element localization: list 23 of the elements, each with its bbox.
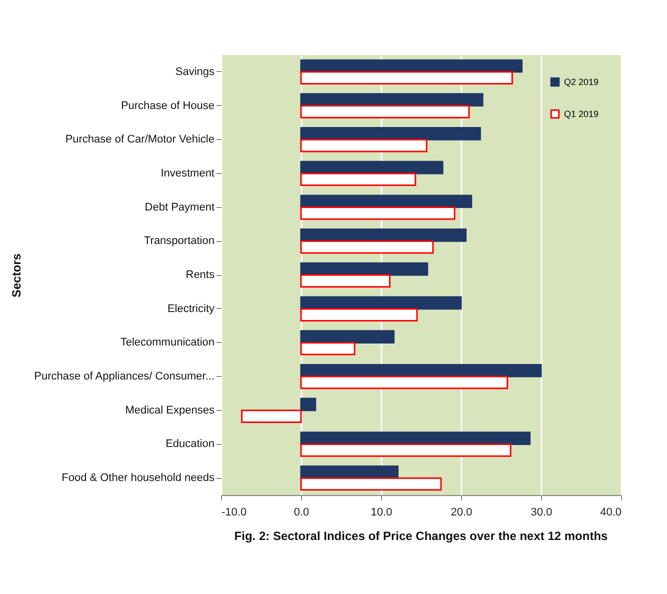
x-tick-label: -10.0	[222, 506, 247, 518]
y-tick-label: Food & Other household needs	[62, 472, 215, 484]
text: Fig. 2: Sectoral Indices of Price Changes over the next 12 months	[234, 529, 608, 543]
y-tick-label: Rents	[186, 269, 215, 281]
y-tick-label: Debt Payment	[144, 201, 214, 214]
x-tick-label: 30.0	[530, 506, 552, 518]
legend-label: Q2 2019	[564, 77, 599, 87]
y-tick-label: Telecommunication	[120, 336, 214, 349]
x-tick-label: 40.0	[600, 506, 622, 518]
y-tick-label: Investment	[160, 167, 214, 180]
y-tick-label: Medical Expenses	[125, 404, 215, 416]
y-tick-label: Purchase of Appliances/ Consumer...	[34, 370, 214, 383]
x-tick-label: 20.0	[450, 506, 472, 518]
legend-label: Q1 2019	[564, 109, 599, 119]
y-axis-title: Sectors	[10, 253, 24, 298]
y-tick-label: Purchase of House	[120, 100, 214, 112]
x-tick-label: 10.0	[370, 506, 392, 518]
y-tick-label: Education	[166, 438, 214, 450]
y-tick-label: Purchase of Car/Motor Vehicle	[65, 134, 214, 146]
y-tick-label: Transportation	[144, 235, 214, 248]
y-tick-label: Savings	[175, 66, 215, 78]
x-tick-label: 0.0	[294, 506, 310, 518]
y-tick-label: Electricity	[167, 302, 215, 315]
